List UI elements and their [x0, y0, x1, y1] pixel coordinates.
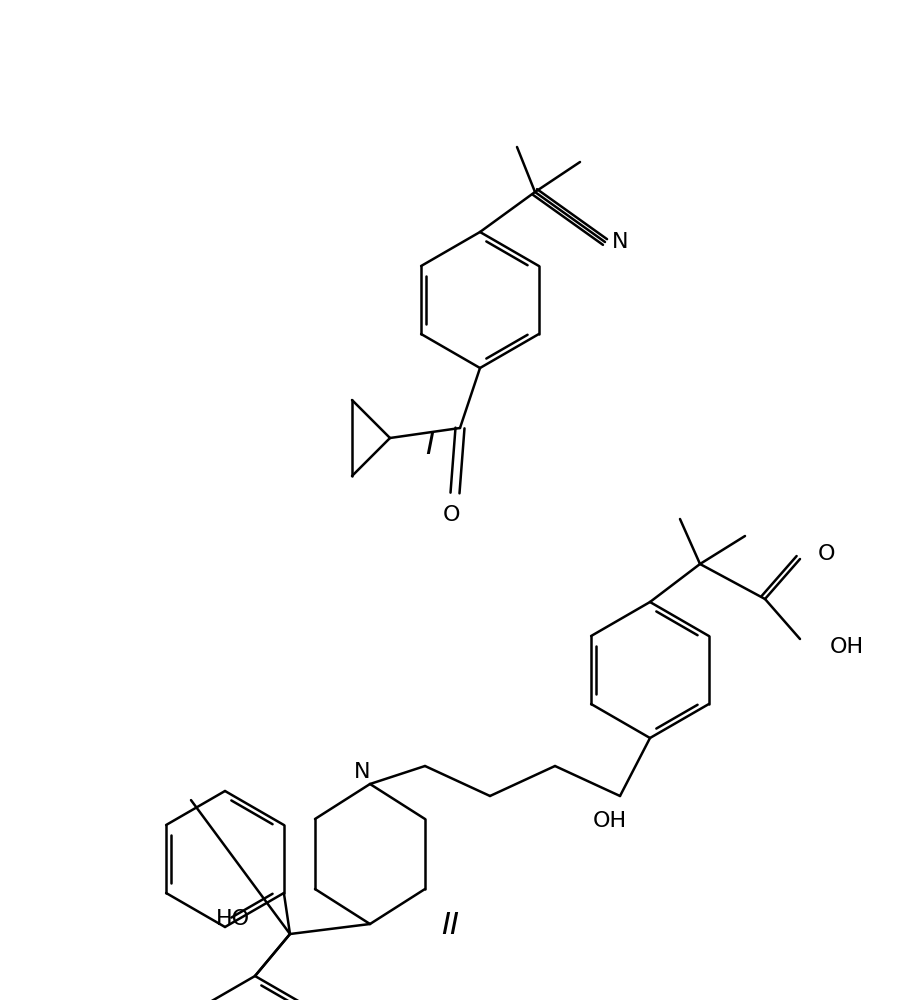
Text: OH: OH [593, 811, 627, 831]
Text: N: N [354, 762, 370, 782]
Text: I: I [426, 430, 434, 460]
Text: HO: HO [216, 909, 250, 929]
Text: O: O [443, 505, 461, 525]
Text: II: II [441, 910, 459, 940]
Text: N: N [612, 232, 628, 252]
Text: OH: OH [830, 637, 864, 657]
Text: O: O [818, 544, 835, 564]
